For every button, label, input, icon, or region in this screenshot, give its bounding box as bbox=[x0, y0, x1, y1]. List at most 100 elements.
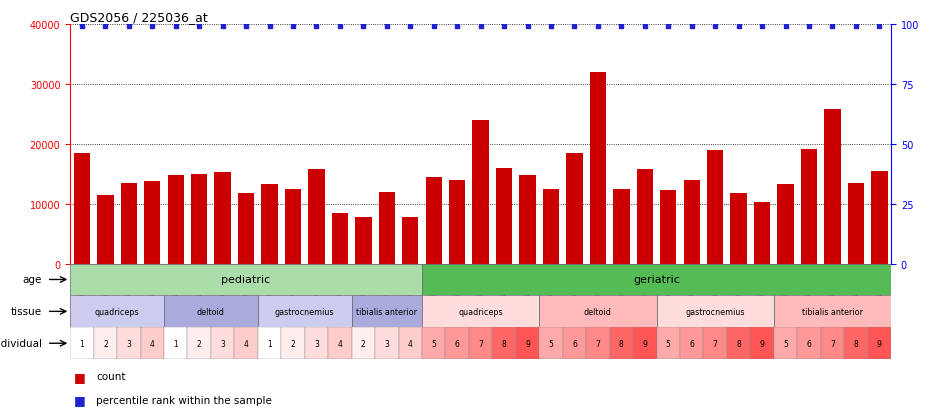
Bar bbox=[399, 328, 422, 359]
Text: 1: 1 bbox=[173, 339, 178, 348]
Text: 3: 3 bbox=[220, 339, 225, 348]
Bar bbox=[422, 264, 891, 296]
Bar bbox=[660, 191, 677, 264]
Text: 4: 4 bbox=[243, 339, 249, 348]
Point bbox=[520, 24, 535, 31]
Bar bbox=[801, 150, 817, 264]
Point bbox=[825, 24, 840, 31]
Bar bbox=[844, 328, 868, 359]
Bar bbox=[426, 177, 442, 264]
Point bbox=[801, 24, 816, 31]
Bar bbox=[355, 217, 372, 264]
Bar bbox=[871, 171, 887, 264]
Bar bbox=[379, 192, 395, 264]
Bar bbox=[727, 328, 751, 359]
Text: 3: 3 bbox=[314, 339, 319, 348]
Bar bbox=[516, 328, 539, 359]
Bar bbox=[305, 328, 329, 359]
Text: 9: 9 bbox=[642, 339, 648, 348]
Bar bbox=[774, 328, 797, 359]
Text: deltoid: deltoid bbox=[197, 307, 225, 316]
Text: 4: 4 bbox=[338, 339, 343, 348]
Point bbox=[754, 24, 769, 31]
Point bbox=[122, 24, 137, 31]
Text: 2: 2 bbox=[197, 339, 201, 348]
Text: 6: 6 bbox=[807, 339, 812, 348]
Point bbox=[497, 24, 512, 31]
Point bbox=[426, 24, 441, 31]
Point bbox=[637, 24, 652, 31]
Bar bbox=[70, 264, 422, 296]
Bar bbox=[97, 195, 113, 264]
Bar bbox=[492, 328, 516, 359]
Bar bbox=[117, 328, 140, 359]
Bar bbox=[609, 328, 633, 359]
Text: 2: 2 bbox=[103, 339, 108, 348]
Bar bbox=[211, 328, 234, 359]
Point bbox=[848, 24, 863, 31]
Text: 5: 5 bbox=[431, 339, 436, 348]
Bar bbox=[633, 328, 656, 359]
Text: 8: 8 bbox=[619, 339, 623, 348]
Point bbox=[168, 24, 183, 31]
Bar bbox=[234, 328, 257, 359]
Bar bbox=[730, 193, 747, 264]
Bar bbox=[140, 328, 164, 359]
Bar bbox=[539, 328, 563, 359]
Bar bbox=[751, 328, 774, 359]
Bar bbox=[496, 168, 512, 264]
Point bbox=[614, 24, 629, 31]
Text: 5: 5 bbox=[783, 339, 788, 348]
Text: 6: 6 bbox=[689, 339, 695, 348]
Point bbox=[684, 24, 699, 31]
Bar bbox=[352, 296, 422, 328]
Bar bbox=[261, 185, 278, 264]
Bar bbox=[797, 328, 821, 359]
Point bbox=[145, 24, 160, 31]
Text: 7: 7 bbox=[712, 339, 718, 348]
Text: pediatric: pediatric bbox=[222, 275, 271, 285]
Bar bbox=[238, 193, 255, 264]
Point bbox=[379, 24, 394, 31]
Point bbox=[591, 24, 606, 31]
Text: tibialis anterior: tibialis anterior bbox=[802, 307, 863, 316]
Bar bbox=[191, 174, 208, 264]
Text: 5: 5 bbox=[665, 339, 671, 348]
Bar bbox=[821, 328, 844, 359]
Point bbox=[262, 24, 277, 31]
Text: 5: 5 bbox=[548, 339, 553, 348]
Text: 4: 4 bbox=[150, 339, 154, 348]
Bar bbox=[707, 150, 724, 264]
Bar bbox=[680, 328, 704, 359]
Point bbox=[356, 24, 371, 31]
Point bbox=[778, 24, 793, 31]
Bar bbox=[375, 328, 399, 359]
Bar bbox=[214, 173, 231, 264]
Bar bbox=[187, 328, 211, 359]
Text: ■: ■ bbox=[74, 393, 86, 406]
Point bbox=[544, 24, 559, 31]
Bar bbox=[613, 189, 630, 264]
Bar bbox=[868, 328, 891, 359]
Text: age: age bbox=[22, 275, 42, 285]
Bar bbox=[590, 73, 607, 264]
Text: tissue: tissue bbox=[11, 306, 42, 317]
Point bbox=[75, 24, 90, 31]
Bar bbox=[825, 110, 841, 264]
Text: 8: 8 bbox=[737, 339, 741, 348]
Point bbox=[661, 24, 676, 31]
Point bbox=[98, 24, 113, 31]
Bar bbox=[446, 328, 469, 359]
Text: tibialis anterior: tibialis anterior bbox=[357, 307, 417, 316]
Text: 9: 9 bbox=[525, 339, 530, 348]
Bar bbox=[257, 296, 352, 328]
Bar bbox=[704, 328, 727, 359]
Bar bbox=[543, 189, 559, 264]
Bar bbox=[70, 296, 164, 328]
Point bbox=[332, 24, 347, 31]
Bar bbox=[636, 170, 653, 264]
Bar bbox=[74, 153, 90, 264]
Bar bbox=[469, 328, 492, 359]
Point bbox=[449, 24, 464, 31]
Bar bbox=[473, 121, 489, 264]
